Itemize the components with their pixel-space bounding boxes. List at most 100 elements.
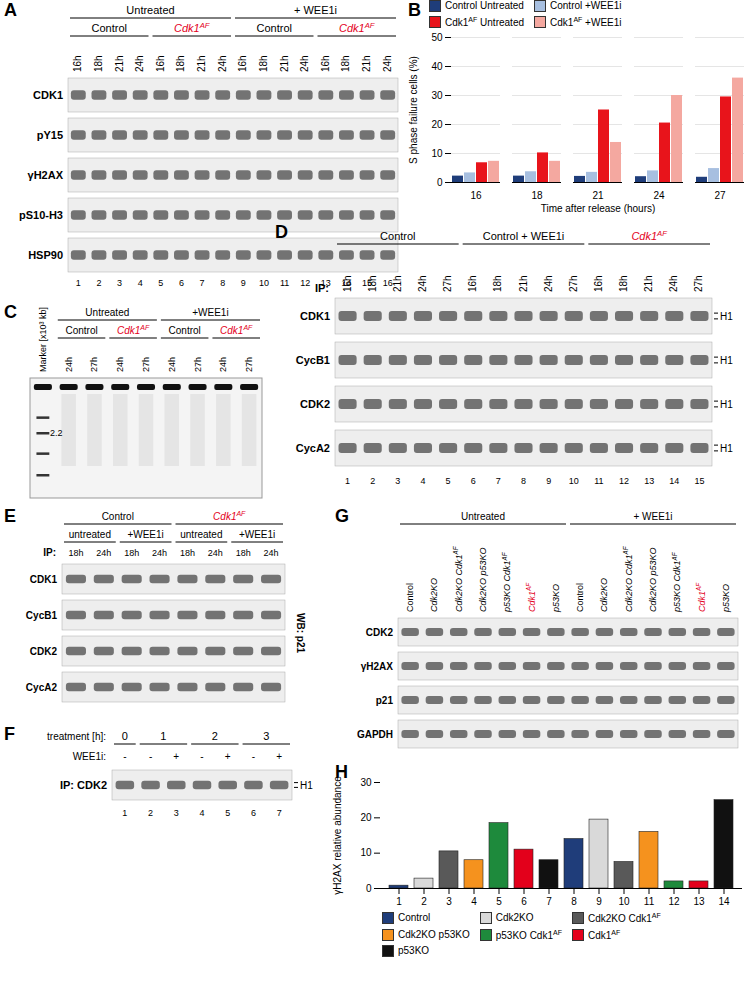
svg-text:27h: 27h [141, 357, 151, 372]
svg-text:WEE1i:: WEE1i: [73, 751, 106, 762]
svg-text:16h: 16h [237, 55, 248, 72]
svg-text:24h: 24h [218, 357, 228, 372]
svg-text:Control: Control [92, 22, 127, 34]
svg-text:12: 12 [619, 476, 629, 486]
svg-text:18h: 18h [68, 548, 83, 558]
svg-text:IP: CDK2: IP: CDK2 [60, 779, 107, 791]
svg-text:Cdk2KO Cdk1AF: Cdk2KO Cdk1AF [622, 545, 634, 612]
svg-text:CDK1: CDK1 [300, 310, 330, 322]
svg-text:γH2AX: γH2AX [28, 169, 64, 181]
svg-text:40: 40 [431, 61, 443, 72]
svg-text:21h: 21h [392, 275, 403, 292]
svg-text:2: 2 [96, 278, 101, 288]
svg-text:3: 3 [117, 278, 122, 288]
svg-text:Cdk2KO: Cdk2KO [429, 578, 439, 612]
svg-text:pS10-H3: pS10-H3 [19, 209, 63, 221]
svg-text:untreated: untreated [180, 529, 222, 540]
svg-text:8: 8 [521, 476, 526, 486]
svg-text:12: 12 [668, 896, 680, 907]
svg-text:Control + WEE1i: Control + WEE1i [483, 230, 565, 242]
svg-text:H1: H1 [720, 355, 733, 366]
svg-text:21h: 21h [114, 55, 125, 72]
svg-text:11: 11 [280, 278, 289, 288]
svg-text:2.2: 2.2 [50, 428, 63, 438]
svg-text:27h: 27h [244, 357, 254, 372]
svg-text:18h: 18h [124, 548, 139, 558]
svg-text:20: 20 [431, 119, 443, 130]
svg-text:24h: 24h [167, 357, 177, 372]
svg-text:20: 20 [360, 812, 372, 823]
svg-text:14: 14 [669, 476, 679, 486]
svg-text:27h: 27h [442, 275, 453, 292]
svg-text:Untreated: Untreated [85, 307, 129, 318]
svg-text:2: 2 [370, 476, 375, 486]
svg-text:treatment [h]:: treatment [h]: [47, 731, 106, 742]
svg-text:pY15: pY15 [37, 129, 63, 141]
svg-text:11: 11 [644, 896, 655, 907]
svg-text:24h: 24h [208, 548, 223, 558]
svg-text:CycB1: CycB1 [26, 610, 58, 621]
svg-text:Cdk1AF: Cdk1AF [631, 229, 668, 242]
svg-text:WB: p21: WB: p21 [295, 613, 306, 653]
svg-text:16h: 16h [320, 55, 331, 72]
svg-text:50: 50 [431, 32, 443, 43]
svg-text:Cdk1AF: Cdk1AF [695, 582, 707, 612]
svg-text:+WEE1i: +WEE1i [192, 307, 228, 318]
svg-text:+WEE1i: +WEE1i [127, 529, 163, 540]
svg-text:9: 9 [546, 476, 551, 486]
svg-text:Control: Control [380, 230, 415, 242]
svg-text:18: 18 [531, 190, 543, 201]
svg-text:Control: Control [575, 583, 585, 612]
svg-text:Cdk2KO Cdk1AF: Cdk2KO Cdk1AF [452, 545, 464, 612]
svg-text:16h: 16h [593, 275, 604, 292]
svg-text:0: 0 [122, 730, 128, 742]
svg-text:Untreated: Untreated [126, 4, 174, 16]
svg-text:C: C [4, 302, 17, 322]
svg-text:1: 1 [396, 896, 402, 907]
svg-text:IP:: IP: [315, 282, 329, 294]
svg-text:Control: Control [65, 325, 97, 336]
svg-text:CDK1: CDK1 [33, 89, 63, 101]
svg-text:γH2AX relative abundance: γH2AX relative abundance [332, 776, 343, 895]
svg-text:9: 9 [596, 896, 602, 907]
svg-text:18h: 18h [492, 275, 503, 292]
svg-text:5: 5 [225, 808, 230, 818]
svg-text:18h: 18h [258, 55, 269, 72]
svg-text:HSP90: HSP90 [28, 249, 63, 261]
svg-text:IP:: IP: [43, 547, 56, 558]
svg-text:Cdk1AF: Cdk1AF [220, 324, 253, 336]
svg-text:Cdk2KO p53KO: Cdk2KO p53KO [648, 547, 658, 612]
svg-text:18h: 18h [367, 275, 378, 292]
svg-text:CDK2: CDK2 [366, 627, 394, 638]
svg-text:GAPDH: GAPDH [357, 729, 393, 740]
svg-text:1: 1 [76, 278, 81, 288]
svg-text:5: 5 [446, 476, 451, 486]
svg-text:CDK1: CDK1 [30, 574, 58, 585]
svg-text:10: 10 [360, 847, 372, 858]
svg-text:+: + [173, 751, 179, 762]
svg-text:Marker [x10³ kb]: Marker [x10³ kb] [38, 307, 48, 372]
svg-text:27h: 27h [568, 275, 579, 292]
svg-text:3: 3 [446, 896, 452, 907]
svg-text:4: 4 [420, 476, 425, 486]
svg-text:Cdk2KO p53KO: Cdk2KO p53KO [478, 547, 488, 612]
svg-text:+WEE1i: +WEE1i [239, 529, 275, 540]
svg-text:24h: 24h [152, 548, 167, 558]
svg-text:H1: H1 [720, 399, 733, 410]
svg-text:4: 4 [199, 808, 204, 818]
svg-text:Cdk1AF: Cdk1AF [213, 510, 246, 522]
svg-text:Cdk1AF: Cdk1AF [117, 324, 150, 336]
svg-text:H1: H1 [720, 443, 733, 454]
svg-text:8: 8 [571, 896, 577, 907]
svg-text:p53KO: p53KO [721, 584, 731, 613]
svg-text:+: + [276, 751, 282, 762]
svg-text:27h: 27h [89, 357, 99, 372]
svg-text:2: 2 [421, 896, 427, 907]
svg-text:10: 10 [431, 148, 443, 159]
svg-text:18h: 18h [180, 548, 195, 558]
svg-text:16h: 16h [72, 55, 83, 72]
svg-text:-: - [123, 751, 126, 762]
svg-text:E: E [4, 506, 16, 526]
svg-text:6: 6 [179, 278, 184, 288]
svg-text:H1: H1 [300, 780, 313, 791]
